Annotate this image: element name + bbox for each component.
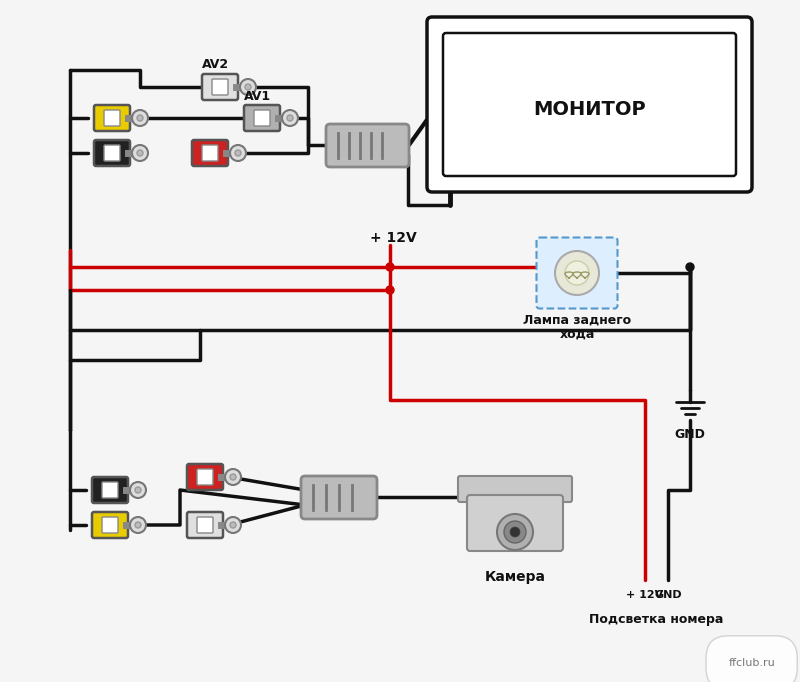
Circle shape <box>130 517 146 533</box>
FancyBboxPatch shape <box>202 74 238 100</box>
Circle shape <box>132 145 148 161</box>
Circle shape <box>555 251 599 295</box>
Text: AV2: AV2 <box>202 59 229 72</box>
FancyBboxPatch shape <box>212 79 228 95</box>
FancyBboxPatch shape <box>102 517 118 533</box>
FancyBboxPatch shape <box>102 482 118 498</box>
Circle shape <box>497 514 533 550</box>
FancyBboxPatch shape <box>458 476 572 502</box>
Circle shape <box>386 286 394 294</box>
Circle shape <box>287 115 293 121</box>
Text: GND: GND <box>674 428 706 441</box>
Text: МОНИТОР: МОНИТОР <box>533 100 646 119</box>
FancyBboxPatch shape <box>92 477 128 503</box>
Circle shape <box>235 150 241 156</box>
FancyBboxPatch shape <box>104 145 120 161</box>
FancyBboxPatch shape <box>443 33 736 176</box>
Circle shape <box>240 79 256 95</box>
FancyBboxPatch shape <box>467 495 563 551</box>
FancyBboxPatch shape <box>537 237 618 308</box>
Circle shape <box>225 517 241 533</box>
Circle shape <box>510 527 520 537</box>
FancyBboxPatch shape <box>92 512 128 538</box>
Text: + 12V: + 12V <box>626 590 664 600</box>
Circle shape <box>132 110 148 126</box>
Text: GND: GND <box>654 590 682 600</box>
Circle shape <box>225 469 241 485</box>
Circle shape <box>245 84 251 90</box>
Text: + 12V: + 12V <box>370 231 417 245</box>
Circle shape <box>137 115 143 121</box>
FancyBboxPatch shape <box>254 110 270 126</box>
Circle shape <box>504 521 526 543</box>
FancyBboxPatch shape <box>187 464 223 490</box>
FancyBboxPatch shape <box>326 124 409 167</box>
FancyBboxPatch shape <box>94 105 130 131</box>
Circle shape <box>135 487 141 493</box>
Text: Подсветка номера: Подсветка номера <box>590 613 724 626</box>
FancyBboxPatch shape <box>427 17 752 192</box>
Circle shape <box>130 482 146 498</box>
FancyBboxPatch shape <box>202 145 218 161</box>
Circle shape <box>230 474 236 480</box>
FancyBboxPatch shape <box>244 105 280 131</box>
FancyBboxPatch shape <box>104 110 120 126</box>
Text: AV1: AV1 <box>243 89 270 102</box>
FancyBboxPatch shape <box>197 469 213 485</box>
Circle shape <box>386 263 394 271</box>
Circle shape <box>282 110 298 126</box>
FancyBboxPatch shape <box>301 476 377 519</box>
Circle shape <box>137 150 143 156</box>
FancyBboxPatch shape <box>192 140 228 166</box>
Circle shape <box>135 522 141 528</box>
FancyBboxPatch shape <box>94 140 130 166</box>
Circle shape <box>565 261 589 285</box>
Text: ffclub.ru: ffclub.ru <box>728 658 775 668</box>
Text: Лампа заднего: Лампа заднего <box>523 314 631 327</box>
FancyBboxPatch shape <box>197 517 213 533</box>
Circle shape <box>686 263 694 271</box>
FancyBboxPatch shape <box>187 512 223 538</box>
Circle shape <box>230 145 246 161</box>
Text: хода: хода <box>559 327 594 340</box>
Circle shape <box>230 522 236 528</box>
Text: Камера: Камера <box>485 570 546 584</box>
